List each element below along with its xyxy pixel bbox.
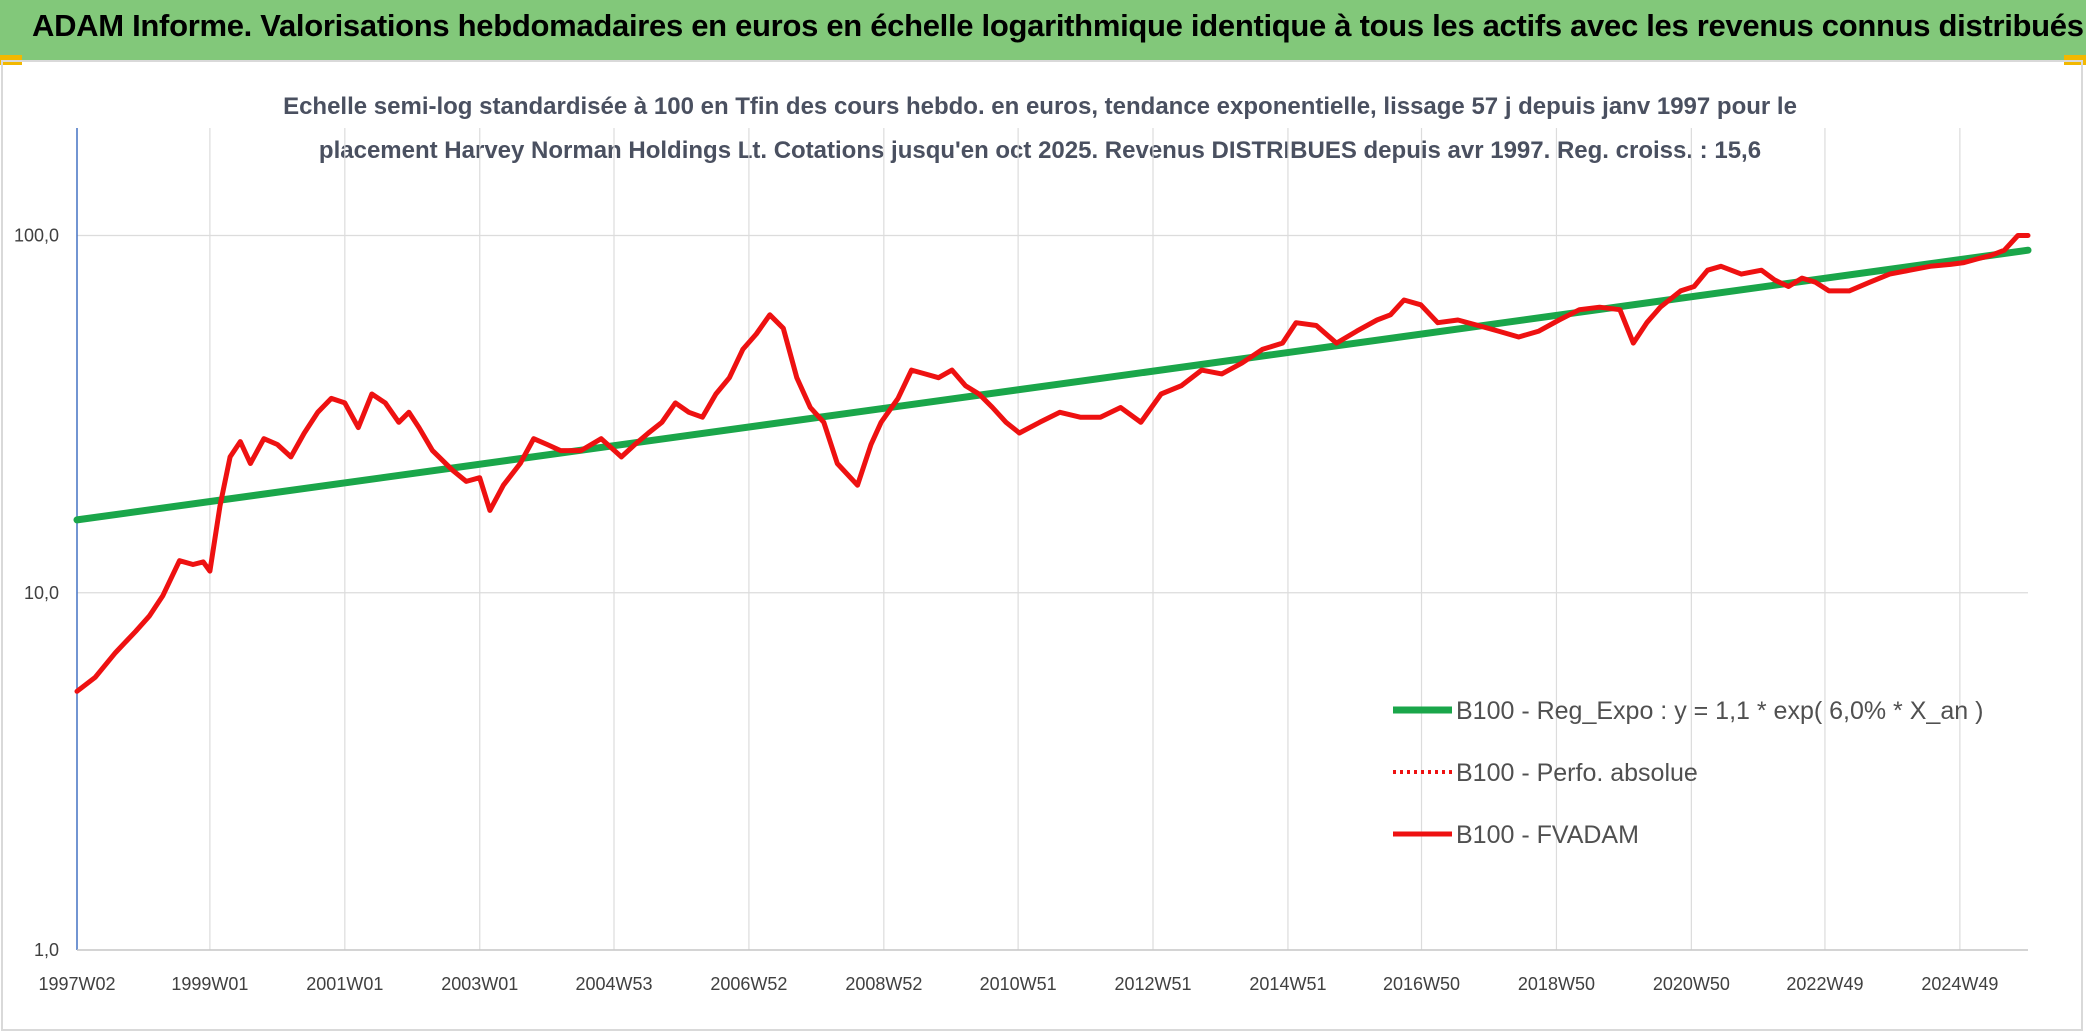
report-banner: ADAM Informe. Valorisations hebdomadaire… — [0, 0, 2086, 60]
plot-area — [73, 233, 2032, 694]
chart-subtitle: Echelle semi-log standardisée à 100 en T… — [283, 93, 1797, 164]
series-line-0 — [73, 246, 2032, 524]
x-tick-label: 2006W52 — [710, 974, 787, 994]
y-tick-label: 10,0 — [24, 583, 59, 603]
legend-label-0: B100 - Reg_Expo : y = 1,1 * exp( 6,0% * … — [1456, 697, 1983, 725]
axes: 100,0 10,0 1,0 1997W02 1999W01 2001W01 2003W01… — [14, 128, 2028, 994]
chart-subtitle-line-1: Echelle semi-log standardisée à 100 en T… — [283, 93, 1797, 120]
x-tick-label: 2014W51 — [1249, 974, 1326, 994]
chart-subtitle-line-2: placement Harvey Norman Holdings Lt. Cot… — [319, 137, 1761, 164]
x-tick-label: 2003W01 — [441, 974, 518, 994]
x-tick-label: 2016W50 — [1383, 974, 1460, 994]
legend-label-2: B100 - FVADAM — [1456, 821, 1639, 849]
x-tick-label: 2024W49 — [1921, 974, 1998, 994]
gridlines — [77, 128, 2028, 951]
x-tick-label: 2020W50 — [1653, 974, 1730, 994]
x-tick-label: 2022W49 — [1786, 974, 1863, 994]
report-title: ADAM Informe. Valorisations hebdomadaire… — [32, 8, 2084, 43]
x-tick-label: 2004W53 — [575, 974, 652, 994]
legend-label-1: B100 - Perfo. absolue — [1456, 759, 1698, 787]
x-tick-label: 2010W51 — [980, 974, 1057, 994]
y-tick-label: 100,0 — [14, 226, 59, 246]
legend: B100 - Reg_Expo : y = 1,1 * exp( 6,0% * … — [1393, 697, 1983, 849]
x-tick-label: 1999W01 — [171, 974, 248, 994]
x-tick-label: 2018W50 — [1518, 974, 1595, 994]
x-tick-label: 2001W01 — [306, 974, 383, 994]
x-tick-label: 1997W02 — [38, 974, 115, 994]
chart-frame — [1, 60, 2083, 1031]
x-tick-label: 2012W51 — [1114, 974, 1191, 994]
series-line-2 — [74, 233, 2031, 694]
y-tick-label: 1,0 — [34, 940, 59, 960]
x-tick-label: 2008W52 — [845, 974, 922, 994]
